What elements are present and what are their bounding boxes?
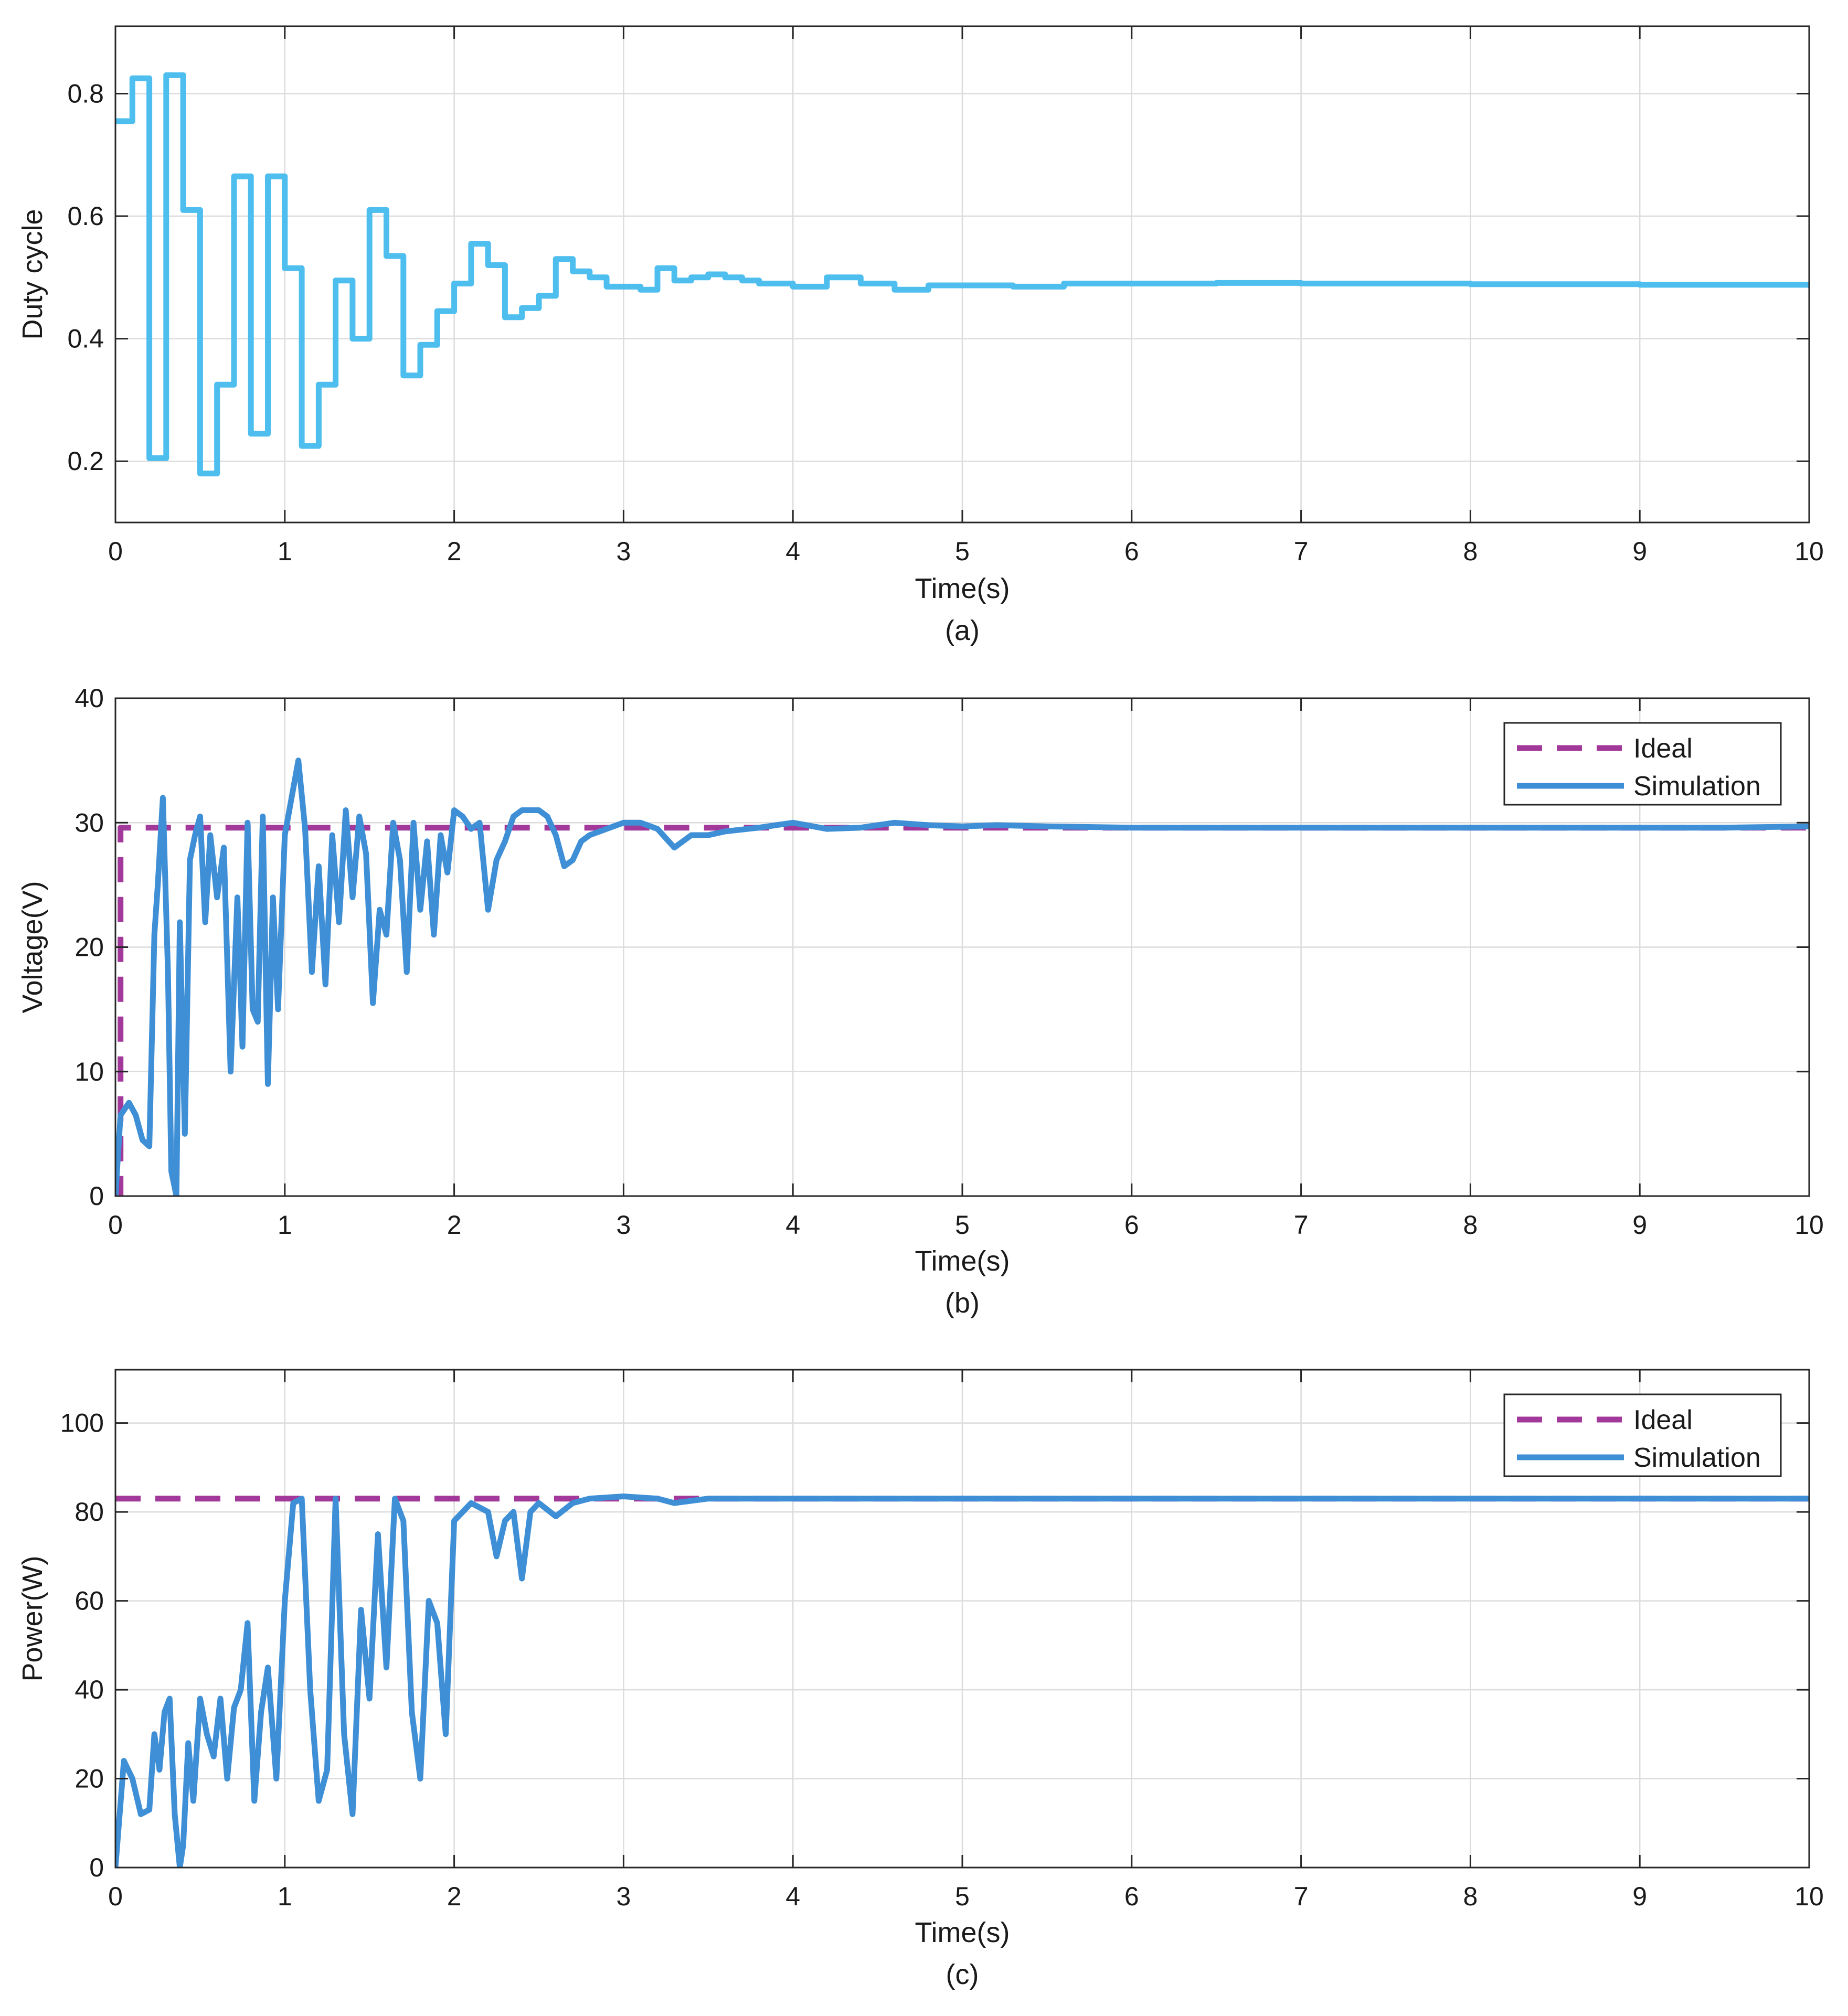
c1-ytick-label-30: 30 (75, 808, 104, 837)
c2-ytick-label-80: 80 (75, 1497, 104, 1527)
c1-ytick-label-40: 40 (75, 684, 104, 713)
c1-xtick-label-0: 0 (108, 1210, 123, 1240)
c0-ytick-label-0.8: 0.8 (67, 79, 104, 108)
c1-legend-box (1503, 722, 1782, 806)
c0-xtick-label-2: 2 (447, 537, 462, 566)
c2-xtick-label-1: 1 (278, 1882, 292, 1911)
c1-ytick-label-0: 0 (89, 1181, 104, 1211)
panel-power: 0 1 2 3 4 5 6 7 8 9 10020406080100Time(s)Power(W)(… (17, 1369, 1824, 1990)
panel-voltage: 0 1 2 3 4 5 6 7 8 9 10 0 10 20 30 40 Time(s) Voltage(V) (b… (17, 684, 1824, 1319)
c2-series-group (115, 1494, 1809, 1868)
c1-y-axis-label: Voltage(V) (17, 881, 48, 1013)
c2-legend-box (1503, 1393, 1782, 1477)
c2-xtick-label-2: 2 (447, 1882, 462, 1911)
c0-series-duty-cycle (115, 72, 1809, 477)
c1-legend: Ideal Simulation (1503, 722, 1782, 806)
c2-xtick-label-0: 0 (108, 1882, 123, 1911)
c2-xtick-label-6: 6 (1124, 1882, 1139, 1911)
c0-xtick-label-9: 9 (1632, 537, 1647, 566)
c1-xtick-label-8: 8 (1463, 1210, 1478, 1240)
c1-ytick-label-20: 20 (75, 933, 104, 962)
c0-series-group (115, 72, 1809, 477)
panel-duty-cycle: 0 1 2 3 4 5 6 7 8 9 10 0.2 0.4 0.6 0.8 Time(s) Duty cycl… (17, 25, 1824, 646)
c2-xtick-label-10: 10 (1794, 1882, 1824, 1911)
c1-xtick-label-4: 4 (785, 1210, 800, 1240)
c2-x-axis-label: Time(s) (915, 1917, 1010, 1948)
c1-legend-label-ideal: Ideal (1633, 733, 1693, 764)
c2-legend: Ideal Simulation (1503, 1393, 1782, 1477)
c2-ytick-label-100: 100 (60, 1409, 104, 1438)
c0-y-axis-label: Duty cycle (17, 209, 48, 339)
c0-xtick-label-1: 1 (278, 537, 292, 566)
c1-xtick-label-5: 5 (955, 1210, 970, 1240)
c0-caption: (a) (945, 615, 980, 646)
c1-xtick-label-1: 1 (278, 1210, 292, 1240)
c2-xtick-label-4: 4 (785, 1882, 800, 1911)
c1-xtick-label-9: 9 (1632, 1210, 1647, 1240)
c2-legend-label-simulation: Simulation (1633, 1443, 1761, 1473)
c2-series-simulation (115, 1494, 1809, 1868)
c2-xtick-label-7: 7 (1294, 1882, 1309, 1911)
c2-xtick-label-9: 9 (1632, 1882, 1647, 1911)
c1-caption: (b) (945, 1287, 980, 1319)
c0-xtick-label-8: 8 (1463, 537, 1478, 566)
c0-xtick-label-5: 5 (955, 537, 970, 566)
c0-xtick-label-4: 4 (785, 537, 800, 566)
c2-xtick-label-5: 5 (955, 1882, 970, 1911)
c1-xtick-label-10: 10 (1794, 1210, 1824, 1240)
c0-ytick-label-0.4: 0.4 (67, 324, 104, 354)
c0-xtick-label-3: 3 (616, 537, 631, 566)
c0-ytick-label-0.6: 0.6 (67, 201, 104, 231)
c2-ytick-label-0: 0 (89, 1853, 104, 1882)
c1-series-group (115, 758, 1809, 1196)
c2-xtick-label-8: 8 (1463, 1882, 1478, 1911)
c2-ytick-label-20: 20 (75, 1764, 104, 1794)
c2-legend-label-ideal: Ideal (1633, 1405, 1693, 1435)
c1-series-simulation (115, 758, 1809, 1196)
c0-xtick-label-7: 7 (1294, 537, 1309, 566)
c1-xtick-label-7: 7 (1294, 1210, 1309, 1240)
c0-ytick-label-0.2: 0.2 (67, 446, 104, 476)
c1-xtick-label-6: 6 (1124, 1210, 1139, 1240)
c2-xtick-label-3: 3 (616, 1882, 631, 1911)
c0-xtick-label-0: 0 (108, 537, 123, 566)
c1-xtick-label-2: 2 (447, 1210, 462, 1240)
c2-y-axis-label: Power(W) (17, 1556, 48, 1682)
c0-xtick-label-6: 6 (1124, 537, 1139, 566)
c1-x-axis-label: Time(s) (915, 1245, 1010, 1277)
c2-ytick-label-60: 60 (75, 1586, 104, 1616)
c1-xtick-label-3: 3 (616, 1210, 631, 1240)
c2-ytick-label-40: 40 (75, 1675, 104, 1704)
c2-caption: (c) (946, 1959, 979, 1990)
c1-legend-label-simulation: Simulation (1633, 771, 1761, 802)
c0-x-axis-label: Time(s) (915, 573, 1010, 604)
c0-xtick-label-10: 10 (1794, 537, 1824, 566)
c1-ytick-label-10: 10 (75, 1057, 104, 1086)
